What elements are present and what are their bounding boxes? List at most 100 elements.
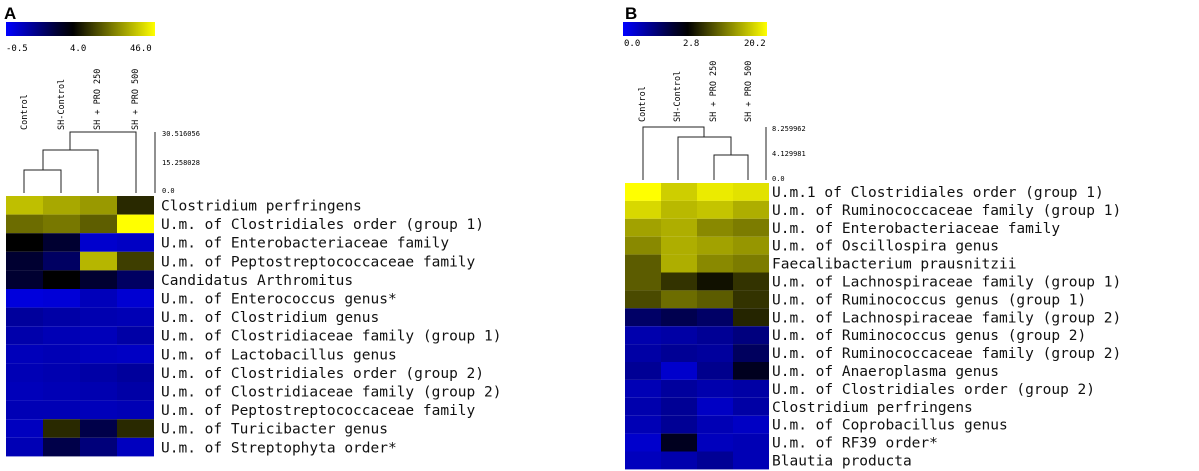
row-label: U.m. of Turicibacter genus <box>161 422 388 438</box>
panel-a-dendro-link <box>42 149 99 193</box>
heatmap-cell <box>625 218 661 237</box>
heatmap-cell <box>661 218 697 237</box>
row-label: Faecalibacterium prausnitzii <box>772 257 1016 273</box>
row-label: U.m. of Ruminococcaceae family (group 2) <box>772 346 1121 362</box>
heatmap-cell <box>80 344 117 364</box>
row-label: U.m. of Lactobacillus genus <box>161 347 397 363</box>
heatmap-cell <box>697 254 733 273</box>
panel-b-letter: B <box>625 4 637 23</box>
heatmap-cell <box>43 251 80 271</box>
panel-b-dendro-tick: 0.0 <box>772 175 785 183</box>
heatmap-cell <box>697 379 733 398</box>
heatmap-cell <box>43 437 80 457</box>
heatmap-cell <box>697 236 733 255</box>
panel-b-dendro-link <box>642 126 705 180</box>
heatmap-cell <box>117 344 154 364</box>
heatmap-cell <box>733 326 769 345</box>
heatmap-cell <box>6 382 43 401</box>
heatmap-cell <box>43 363 80 382</box>
heatmap-cell <box>80 214 117 234</box>
heatmap-cell <box>733 433 769 452</box>
row-label: U.m. of Enterobacteriaceae family <box>161 236 449 252</box>
panel-a-dendro-tick: 30.516056 <box>162 130 200 138</box>
panel-a-heatmap-cells <box>6 196 154 457</box>
panel-a-dendro-link <box>69 131 137 193</box>
row-label: U.m. of Enterobacteriaceae family <box>772 221 1060 237</box>
heatmap-cell <box>117 419 154 438</box>
panel-b-heatmap-cells <box>625 183 769 470</box>
heatmap-cell <box>117 289 154 308</box>
heatmap-cell <box>661 254 697 273</box>
panel-b-col-label: Control <box>638 86 648 122</box>
heatmap-cell <box>661 433 697 452</box>
heatmap-cell <box>733 344 769 362</box>
panel-a-col-label: SH + PRO 250 <box>93 69 103 130</box>
heatmap-cell <box>80 307 117 327</box>
heatmap-cell <box>661 415 697 434</box>
heatmap-cell <box>80 270 117 289</box>
row-label: U.m. of Ruminococcus genus (group 1) <box>772 292 1086 308</box>
panel-a-scale-mid: 4.0 <box>70 44 86 54</box>
heatmap-cell <box>697 218 733 237</box>
heatmap-cell <box>625 379 661 398</box>
heatmap-cell <box>117 214 154 234</box>
heatmap-cell <box>117 233 154 252</box>
heatmap-cell <box>43 270 80 289</box>
heatmap-cell <box>697 344 733 362</box>
heatmap-cell <box>6 363 43 382</box>
panel-a-dendro-link <box>23 169 62 193</box>
panel-a-dendro-tick: 0.0 <box>162 187 175 195</box>
heatmap-cell <box>733 218 769 237</box>
heatmap-cell <box>43 419 80 438</box>
panel-a-col-label: Control <box>20 94 30 130</box>
heatmap-cell <box>661 397 697 416</box>
heatmap-cell <box>43 214 80 234</box>
heatmap-cell <box>697 362 733 380</box>
panel-a-row-labels: Clostridium perfringens U.m. of Clostridi… <box>161 199 501 457</box>
heatmap-cell <box>661 344 697 362</box>
row-label: U.m. of Streptophyta order* <box>161 440 397 456</box>
panel-b-dendro-tick: 4.129981 <box>772 150 806 158</box>
heatmap-cell <box>625 433 661 452</box>
panel-b-col-label: SH + PRO 250 <box>709 61 719 122</box>
row-label: U.m. of Coprobacillus genus <box>772 418 1008 434</box>
heatmap-cell <box>117 400 154 420</box>
heatmap-cell <box>117 196 154 215</box>
heatmap-cell <box>625 236 661 255</box>
heatmap-cell <box>697 397 733 416</box>
heatmap-cell <box>80 419 117 438</box>
panel-a-scale-min: -0.5 <box>6 44 28 54</box>
panel-a: A -0.5 4.0 46.0 Control SH-Control SH + … <box>4 4 501 457</box>
panel-b-dendro-link <box>677 136 732 180</box>
row-label: U.m. of Lachnospiraceae family (group 2) <box>772 310 1121 326</box>
heatmap-cell <box>6 214 43 234</box>
heatmap-cell <box>43 326 80 345</box>
row-label: U.m. of Clostridiaceae family (group 2) <box>161 385 501 401</box>
heatmap-cell <box>661 379 697 398</box>
heatmap-cell <box>733 379 769 398</box>
panel-a-scale-max: 46.0 <box>130 44 152 54</box>
heatmap-cell <box>733 272 769 291</box>
row-label: U.m. of Clostridiales order (group 1) <box>161 217 484 233</box>
row-label: Clostridium perfringens <box>772 400 973 416</box>
heatmap-cell <box>117 363 154 382</box>
heatmap-cell <box>697 272 733 291</box>
row-label: U.m. of Peptostreptococcaceae family <box>161 403 476 419</box>
heatmap-cell <box>117 270 154 289</box>
heatmap-cell <box>697 326 733 345</box>
row-label: U.m. of Ruminococcus genus (group 2) <box>772 328 1086 344</box>
heatmap-cell <box>80 382 117 401</box>
row-label: Blautia producta <box>772 453 912 469</box>
panel-b: B 0.0 2.8 20.2 Control SH-Control SH + P… <box>623 4 1121 469</box>
heatmap-cell <box>697 290 733 309</box>
heatmap-cell <box>6 326 43 345</box>
heatmap-cell <box>697 183 733 201</box>
heatmap-cell <box>661 272 697 291</box>
panel-b-scale-max: 20.2 <box>744 39 766 49</box>
heatmap-cell <box>43 289 80 308</box>
row-label: U.m. of Clostridium genus <box>161 310 379 326</box>
heatmap-cell <box>733 254 769 273</box>
heatmap-cell <box>697 433 733 452</box>
panel-b-column-labels: Control SH-Control SH + PRO 250 SH + PRO… <box>638 61 754 122</box>
